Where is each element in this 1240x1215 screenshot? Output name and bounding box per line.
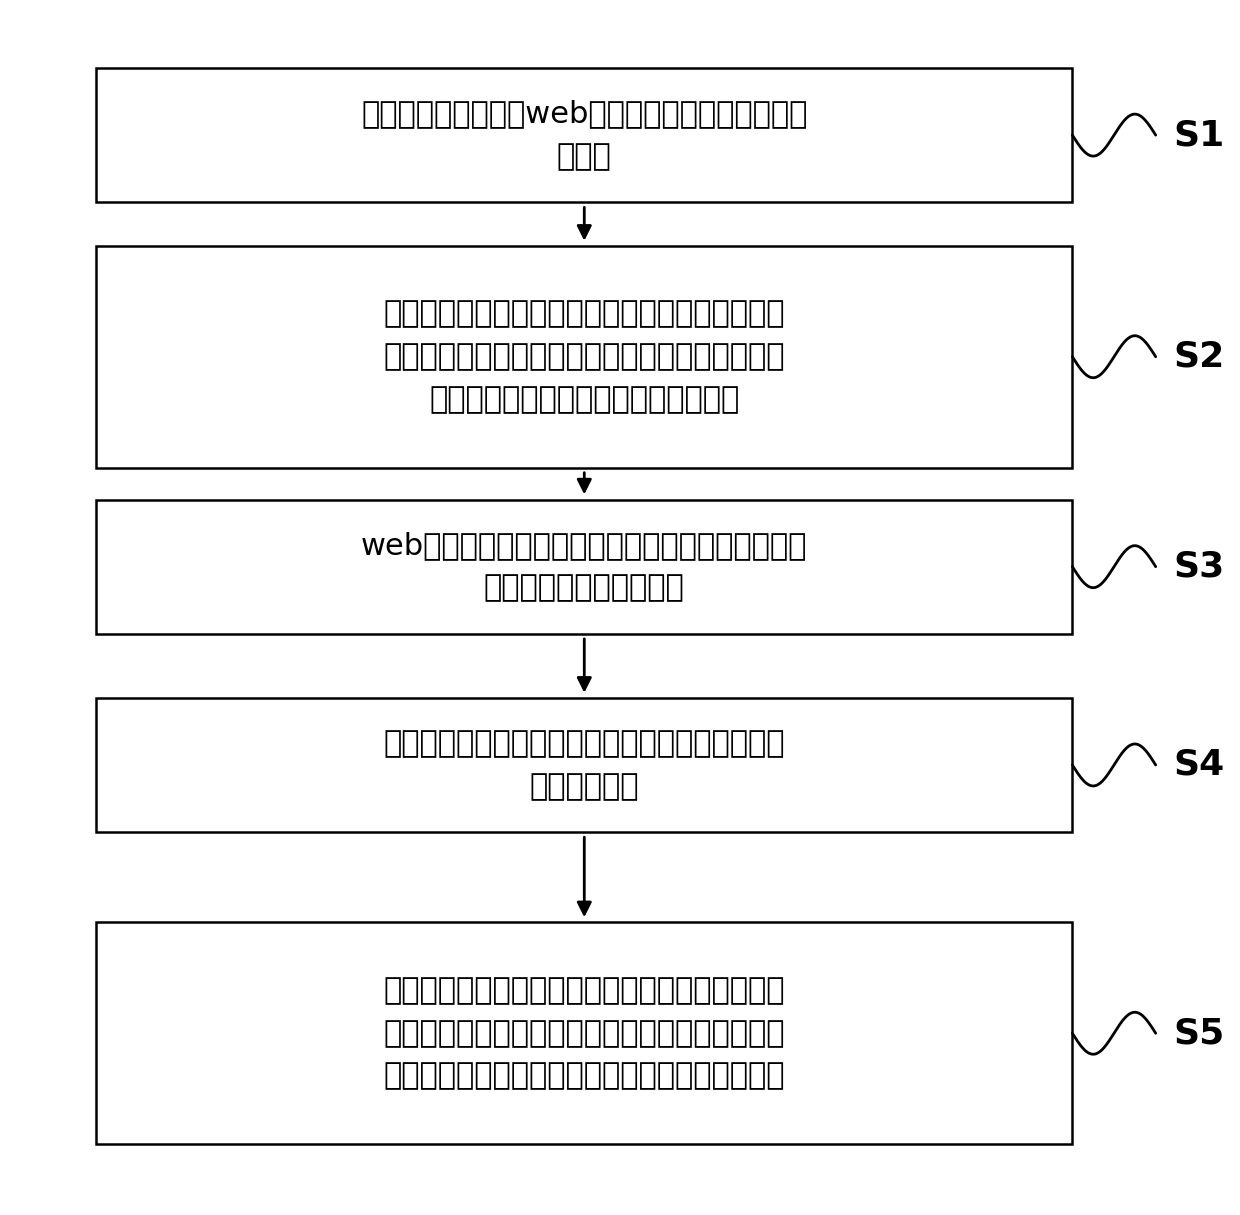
Text: 读取嵌入式数据库中的更新参数值，并对所述参数
值对应的闸机功能单元进行调节以维持闸机实际运
行参数值与所述嵌入式数据库中更新参数值的一致: 读取嵌入式数据库中的更新参数值，并对所述参数 值对应的闸机功能单元进行调节以维持… [383, 976, 785, 1091]
Text: 根据参数标识对嵌入式数据库中的所述对应参数进
行参数值更新: 根据参数标识对嵌入式数据库中的所述对应参数进 行参数值更新 [383, 729, 785, 801]
Text: S3: S3 [1173, 549, 1225, 583]
Text: S2: S2 [1173, 340, 1225, 374]
Text: S5: S5 [1173, 1016, 1225, 1050]
Bar [97, 499, 1073, 634]
Text: 经由闸机主控板载的web服务器与外部客户端建立网
络连接: 经由闸机主控板载的web服务器与外部客户端建立网 络连接 [361, 100, 807, 171]
Bar [97, 245, 1073, 468]
Text: S1: S1 [1173, 118, 1225, 152]
Bar [97, 922, 1073, 1145]
Bar [97, 697, 1073, 832]
Bar [97, 68, 1073, 202]
Text: S4: S4 [1173, 748, 1225, 782]
Text: 识别客户端网页中输入的标识为一工作参数的数据
读取请求，并检索嵌入式数据库中对应所述工作参
数并解析后返回数据至所述客户端页面: 识别客户端网页中输入的标识为一工作参数的数据 读取请求，并检索嵌入式数据库中对应… [383, 299, 785, 414]
Text: web服务器获取客户端页面的用户输入数据并进行解
码获得参数标识和参数值: web服务器获取客户端页面的用户输入数据并进行解 码获得参数标识和参数值 [361, 531, 807, 603]
